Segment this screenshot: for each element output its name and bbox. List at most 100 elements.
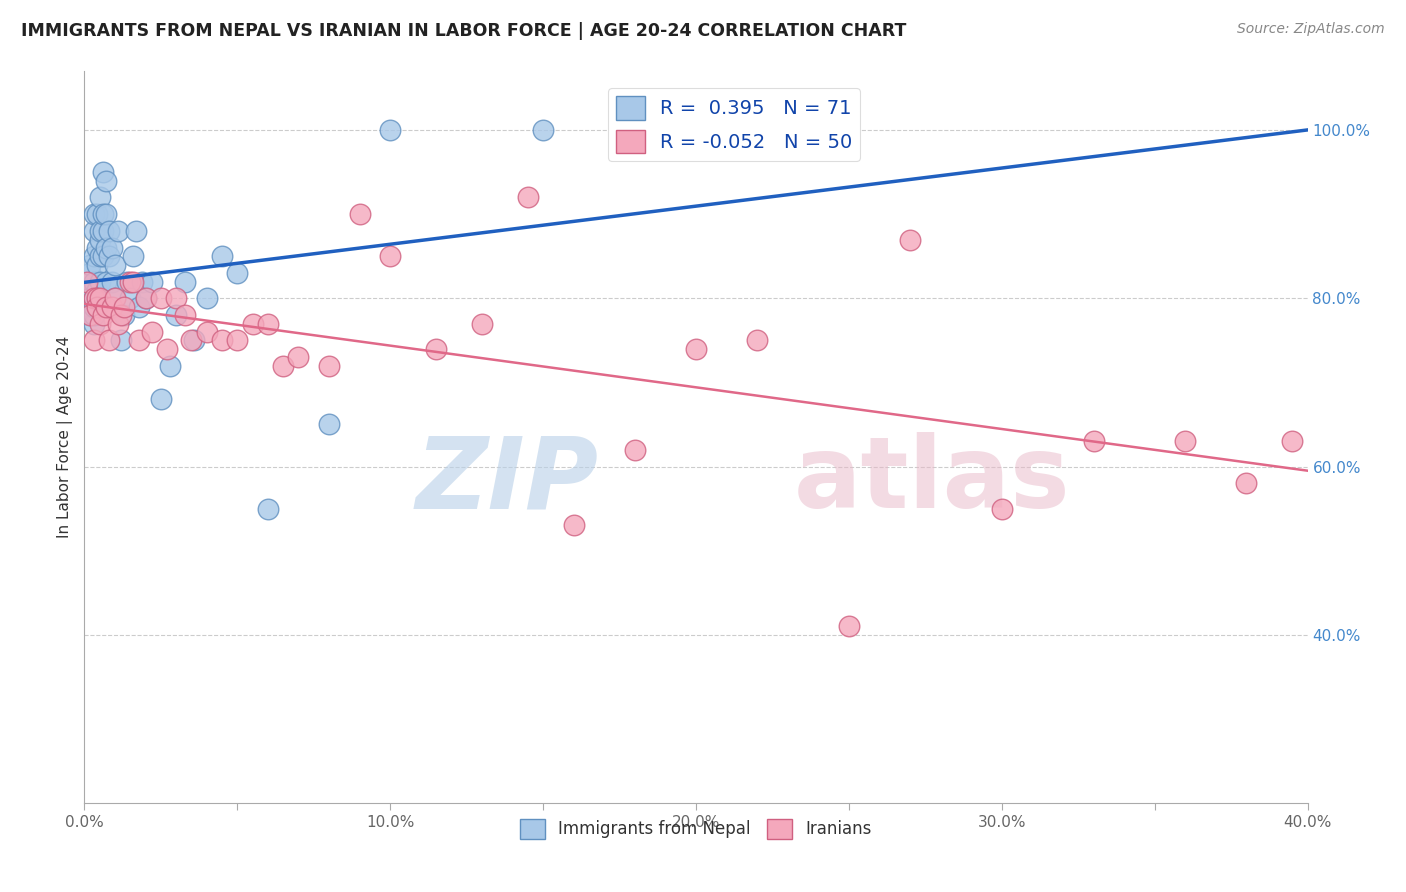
Point — [89, 275, 111, 289]
Point — [211, 334, 233, 348]
Point — [110, 334, 132, 348]
Point — [91, 308, 114, 322]
Point — [86, 207, 108, 221]
Point — [83, 300, 105, 314]
Point — [94, 300, 117, 314]
Point — [156, 342, 179, 356]
Point — [141, 325, 163, 339]
Point — [89, 317, 111, 331]
Point — [318, 359, 340, 373]
Point — [226, 266, 249, 280]
Point — [562, 518, 585, 533]
Point — [165, 308, 187, 322]
Point — [174, 275, 197, 289]
Point — [195, 291, 218, 305]
Point — [79, 283, 101, 297]
Point — [86, 258, 108, 272]
Point — [257, 317, 280, 331]
Point — [1174, 434, 1197, 449]
Point — [86, 291, 108, 305]
Point — [141, 275, 163, 289]
Point — [195, 325, 218, 339]
Point — [149, 392, 172, 407]
Point — [516, 190, 538, 204]
Point — [380, 123, 402, 137]
Point — [86, 291, 108, 305]
Point — [125, 224, 148, 238]
Point — [83, 207, 105, 221]
Point — [83, 275, 105, 289]
Point — [83, 249, 105, 263]
Point — [94, 207, 117, 221]
Point — [94, 241, 117, 255]
Point — [425, 342, 447, 356]
Point — [79, 308, 101, 322]
Point — [91, 165, 114, 179]
Point — [1236, 476, 1258, 491]
Point — [76, 291, 98, 305]
Point — [898, 233, 921, 247]
Point — [128, 300, 150, 314]
Point — [94, 174, 117, 188]
Point — [287, 350, 309, 364]
Point — [174, 308, 197, 322]
Point — [128, 334, 150, 348]
Point — [76, 300, 98, 314]
Point — [79, 308, 101, 322]
Point — [76, 283, 98, 297]
Point — [271, 359, 294, 373]
Point — [76, 275, 98, 289]
Point — [104, 291, 127, 305]
Point — [122, 275, 145, 289]
Point — [79, 291, 101, 305]
Point — [183, 334, 205, 348]
Point — [89, 233, 111, 247]
Point — [83, 308, 105, 322]
Point — [115, 275, 138, 289]
Point — [159, 359, 181, 373]
Legend: Immigrants from Nepal, Iranians: Immigrants from Nepal, Iranians — [513, 812, 879, 846]
Point — [380, 249, 402, 263]
Point — [165, 291, 187, 305]
Text: ZIP: ZIP — [415, 433, 598, 530]
Point — [86, 291, 108, 305]
Point — [257, 501, 280, 516]
Point — [97, 249, 120, 263]
Point — [242, 317, 264, 331]
Point — [86, 300, 108, 314]
Point — [79, 300, 101, 314]
Point — [110, 308, 132, 322]
Point — [104, 291, 127, 305]
Point — [1083, 434, 1105, 449]
Point — [83, 224, 105, 238]
Point — [89, 291, 111, 305]
Point — [101, 300, 124, 314]
Point — [86, 300, 108, 314]
Point — [83, 317, 105, 331]
Point — [104, 258, 127, 272]
Text: Source: ZipAtlas.com: Source: ZipAtlas.com — [1237, 22, 1385, 37]
Point — [97, 224, 120, 238]
Point — [531, 123, 554, 137]
Point — [107, 224, 129, 238]
Point — [86, 241, 108, 255]
Point — [91, 207, 114, 221]
Point — [349, 207, 371, 221]
Point — [747, 334, 769, 348]
Point — [112, 308, 135, 322]
Point — [79, 308, 101, 322]
Point — [1281, 434, 1303, 449]
Point — [135, 291, 157, 305]
Point — [91, 249, 114, 263]
Point — [471, 317, 494, 331]
Point — [101, 241, 124, 255]
Point — [149, 291, 172, 305]
Point — [89, 190, 111, 204]
Point — [97, 334, 120, 348]
Point — [122, 249, 145, 263]
Point — [79, 291, 101, 305]
Point — [86, 283, 108, 297]
Point — [83, 334, 105, 348]
Y-axis label: In Labor Force | Age 20-24: In Labor Force | Age 20-24 — [58, 336, 73, 538]
Point — [135, 291, 157, 305]
